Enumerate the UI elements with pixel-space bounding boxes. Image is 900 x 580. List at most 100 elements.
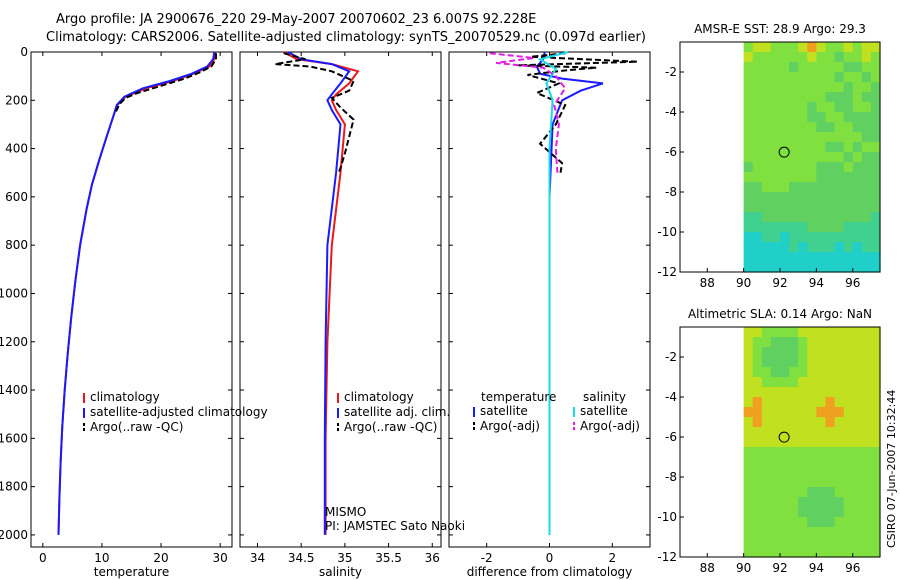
sst-map-cell [780, 52, 790, 63]
sst-map-cell [834, 72, 845, 83]
sst-map-cell [834, 262, 845, 273]
sst-map-cell [825, 112, 836, 123]
sla-map-cell [761, 527, 772, 538]
figure-title-line1: Argo profile: JA 2900676_220 29-May-2007… [56, 12, 537, 27]
sla-map-cell [743, 447, 754, 458]
sla-map-cell [789, 487, 799, 498]
sst-map-cell [852, 72, 863, 83]
sla-map-cell [852, 447, 863, 458]
sst-map-cell [816, 132, 827, 143]
sst-map-cell [816, 122, 827, 133]
sst-map-cell [770, 162, 781, 173]
sst-map-cell [816, 142, 827, 153]
difference-legend-item: satellite [480, 404, 528, 418]
sst-map-float-position-marker [778, 146, 790, 158]
sst-map-cell [870, 232, 881, 243]
sla-map-cell [798, 397, 808, 408]
sla-map-cell [789, 337, 799, 348]
sst-map-cell [816, 52, 827, 63]
sla-map-cell [843, 517, 854, 528]
sla-map-cell [870, 387, 881, 398]
sla-map-cell [743, 427, 754, 438]
sla-map-cell [761, 337, 772, 348]
sst-map-cell [807, 92, 817, 103]
sla-map-cell [870, 327, 881, 338]
sst-map-cell [816, 212, 827, 223]
sst-map-cell [780, 162, 790, 173]
sst-map-cell [798, 182, 808, 193]
sla-map-cell [834, 457, 845, 468]
sst-map-cell [852, 92, 863, 103]
sla-map-cell [852, 517, 863, 528]
sst-map-cell [798, 192, 808, 203]
depth-tick-label: 1200 [0, 335, 28, 349]
sla-map-cell [770, 347, 781, 358]
sst-map-cell [816, 82, 827, 93]
sst-map-cell [780, 202, 790, 213]
sst-map-cell [861, 102, 872, 113]
sst-map-cell [807, 142, 817, 153]
sla-map-cell [861, 447, 872, 458]
sla-map-cell [798, 517, 808, 528]
sla-map-cell [761, 387, 772, 398]
sst-map-cell [870, 252, 881, 263]
sla-map-xtick-label: 88 [700, 561, 715, 575]
sla-map-cell [816, 477, 827, 488]
sla-map-cell [825, 457, 836, 468]
sst-map-cell [843, 142, 854, 153]
sla-map-cell [852, 537, 863, 548]
sst-map-cell [743, 112, 754, 123]
sst-map-cell [761, 212, 772, 223]
sla-map-cell [743, 397, 754, 408]
sst-map-cell [834, 152, 845, 163]
sst-map-cell [770, 72, 781, 83]
sst-map-cell [807, 42, 817, 53]
sst-map-cell [843, 212, 854, 223]
sla-map-cell [798, 467, 808, 478]
sst-map-cell [843, 152, 854, 163]
sst-map-cell [861, 152, 872, 163]
sla-map-cell [825, 467, 836, 478]
sla-map-cell [825, 347, 836, 358]
sst-map-cell [743, 212, 754, 223]
sst-map-cell [752, 162, 763, 173]
sla-map-cell [843, 437, 854, 448]
sst-map-cell [780, 132, 790, 143]
sst-map-cell [870, 82, 881, 93]
sla-map-cell [770, 477, 781, 488]
sst-map-cell [743, 252, 754, 263]
sst-map-cell [816, 172, 827, 183]
depth-tick-label: 800 [5, 238, 28, 252]
sst-map-cell [761, 162, 772, 173]
sla-map-cell [834, 357, 845, 368]
sst-map-cell [743, 92, 754, 103]
sst-map-cell [834, 222, 845, 233]
sst-map-cell [743, 152, 754, 163]
sla-map-cell [798, 507, 808, 518]
sla-map-cell [789, 507, 799, 518]
sst-map-cell [807, 172, 817, 183]
sla-map-cell [807, 357, 817, 368]
sla-map-cell [770, 397, 781, 408]
sla-map-cell [798, 547, 808, 558]
sst-map-cell [834, 252, 845, 263]
sst-map-cell [825, 162, 836, 173]
sla-map-cell [761, 497, 772, 508]
sst-map-cell [743, 142, 754, 153]
sst-map-cell [770, 82, 781, 93]
sst-map-cell [834, 122, 845, 133]
sst-map-cell [789, 52, 799, 63]
sla-map-cell [770, 387, 781, 398]
sst-map-cell [798, 242, 808, 253]
sst-map-cell [816, 152, 827, 163]
sla-map-cell [807, 537, 817, 548]
sla-map-ytick-label: -10 [657, 510, 677, 524]
sla-map-cell [870, 337, 881, 348]
sst-map-cell [752, 132, 763, 143]
sla-map-cell [834, 407, 845, 418]
sst-map-cell [752, 52, 763, 63]
sla-map-cell [807, 397, 817, 408]
sla-map-cell [843, 327, 854, 338]
sla-map-cell [843, 407, 854, 418]
sla-map-ytick-label: -4 [665, 390, 677, 404]
